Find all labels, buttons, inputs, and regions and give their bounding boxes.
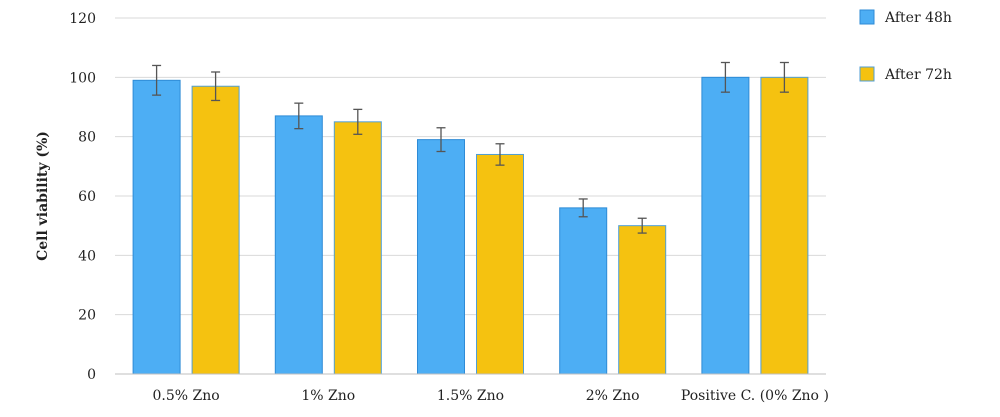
bar	[191, 85, 240, 375]
legend-label: After 48h	[884, 10, 952, 26]
y-tick-label: 100	[69, 70, 96, 86]
bar	[618, 225, 667, 375]
y-tick-label: 0	[87, 367, 96, 383]
x-category-label: 1% Zno	[301, 388, 355, 404]
y-tick-label: 80	[78, 130, 96, 146]
x-axis-category-labels: 0.5% Zno 1% Zno 1.5% Zno 2% Zno Positive C. …	[152, 388, 828, 404]
legend-swatch	[859, 9, 875, 25]
bar	[760, 76, 809, 375]
bar	[476, 153, 524, 375]
y-tick-label: 20	[78, 308, 96, 324]
x-category-label: 1.5% Zno	[437, 388, 504, 404]
legend: After 48h After 72h	[859, 9, 952, 83]
bar	[132, 79, 181, 375]
y-axis-tick-labels: 0 20 40 60 80 100 120	[69, 11, 96, 383]
y-tick-label: 60	[78, 189, 96, 205]
bar	[701, 76, 750, 375]
bar	[559, 207, 608, 375]
legend-swatch	[859, 66, 875, 82]
bar	[333, 121, 382, 375]
bar	[274, 115, 323, 375]
bars	[132, 76, 809, 375]
y-tick-label: 40	[78, 248, 96, 264]
bar	[417, 139, 465, 375]
legend-label: After 72h	[884, 67, 952, 83]
y-tick-label: 120	[69, 11, 96, 27]
y-axis-label: Cell viability (%)	[35, 131, 51, 261]
x-category-label: 0.5% Zno	[152, 388, 219, 404]
x-category-label: 2% Zno	[586, 388, 640, 404]
error-bars	[152, 61, 789, 234]
x-category-label: Positive C. (0% Zno )	[681, 388, 829, 404]
